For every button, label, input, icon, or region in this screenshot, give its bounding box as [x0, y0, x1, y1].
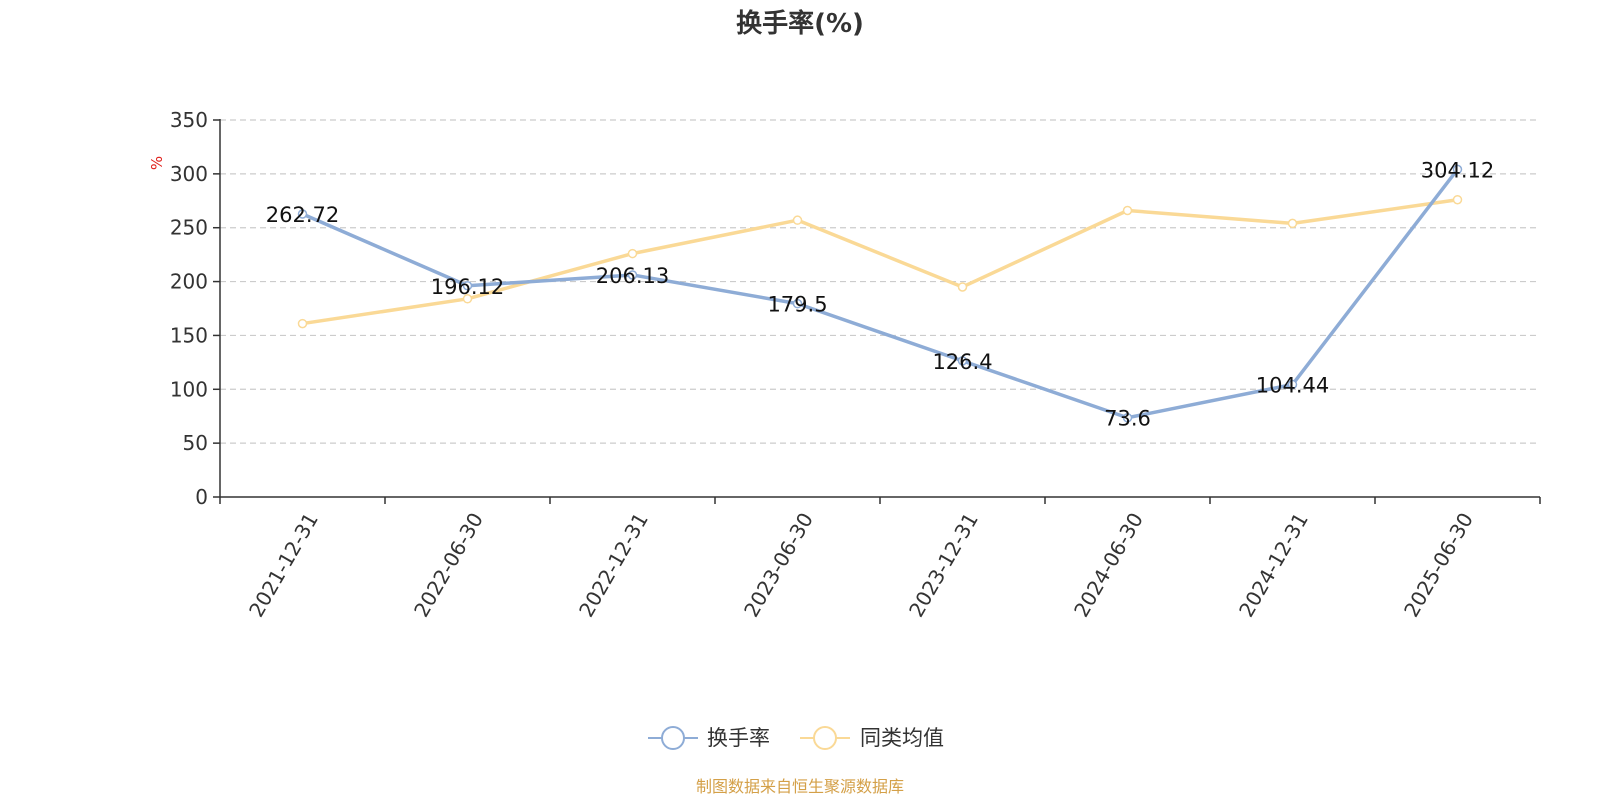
- y-tick-label: 250: [170, 216, 208, 240]
- y-tick-label: 50: [183, 431, 208, 455]
- legend-circle-icon: [661, 726, 685, 750]
- y-tick-label: 300: [170, 162, 208, 186]
- x-tick-label: 2024-06-30: [1069, 509, 1148, 622]
- legend-circle-icon: [813, 726, 837, 750]
- x-tick-label: 2022-06-30: [409, 509, 488, 622]
- data-point: [957, 356, 968, 366]
- data-point: [1122, 412, 1133, 423]
- legend-item-peer-average[interactable]: 同类均值: [800, 726, 944, 750]
- chart-title: 换手率(%): [736, 8, 864, 39]
- data-point: [1452, 164, 1463, 175]
- y-axis-unit: %: [148, 156, 166, 170]
- x-tick-label: 2023-06-30: [739, 509, 818, 622]
- data-point: [1287, 379, 1298, 390]
- series-layer: [297, 164, 1463, 423]
- data-point: [627, 270, 638, 280]
- data-label: 196.12: [431, 275, 504, 299]
- data-label: 304.12: [1421, 158, 1494, 182]
- x-tick-label: 2024-12-31: [1234, 509, 1313, 622]
- y-tick-label: 0: [195, 485, 208, 509]
- data-point: [792, 215, 803, 225]
- data-labels: 262.72 196.12 206.13 179.5 126.4 73.6 104.44 30…: [266, 158, 1494, 430]
- y-tick-label: 350: [170, 108, 208, 132]
- legend-item-turnover[interactable]: 换手率: [648, 726, 770, 750]
- legend-label: 换手率: [707, 726, 770, 750]
- x-tick-label: 2025-06-30: [1399, 509, 1478, 622]
- grid-lines: [220, 119, 1540, 444]
- data-label: 73.6: [1104, 407, 1151, 431]
- data-point: [462, 281, 473, 291]
- x-tick-label: 2023-12-31: [904, 509, 983, 622]
- data-label: 104.44: [1256, 374, 1329, 398]
- data-label: 179.5: [767, 293, 827, 317]
- x-tick-label: 2022-12-31: [574, 509, 653, 622]
- data-point: [792, 298, 803, 309]
- data-point: [297, 209, 308, 219]
- series-line-0: [301, 168, 1459, 420]
- data-point: [297, 318, 308, 329]
- data-point: [1122, 205, 1133, 216]
- legend-label: 同类均值: [860, 726, 944, 750]
- data-point: [462, 294, 473, 304]
- data-point: [1287, 218, 1298, 229]
- y-tick-label: 150: [170, 323, 208, 347]
- y-tick-label: 100: [170, 377, 208, 401]
- x-tick-label: 2021-12-31: [244, 509, 323, 622]
- source-note: 制图数据来自恒生聚源数据库: [696, 777, 904, 796]
- data-label: 126.4: [932, 350, 992, 374]
- legend[interactable]: 换手率 同类均值: [648, 726, 944, 750]
- series-line-1: [302, 197, 1458, 326]
- data-label: 262.72: [266, 203, 339, 227]
- data-point: [1452, 194, 1463, 205]
- data-point: [627, 248, 638, 259]
- data-point: [957, 282, 968, 292]
- axes: 0 50 100 150 200 250 300 350 2021-12-31 2022-06-3…: [170, 108, 1541, 622]
- y-tick-label: 200: [170, 270, 208, 294]
- data-label: 206.13: [596, 264, 669, 288]
